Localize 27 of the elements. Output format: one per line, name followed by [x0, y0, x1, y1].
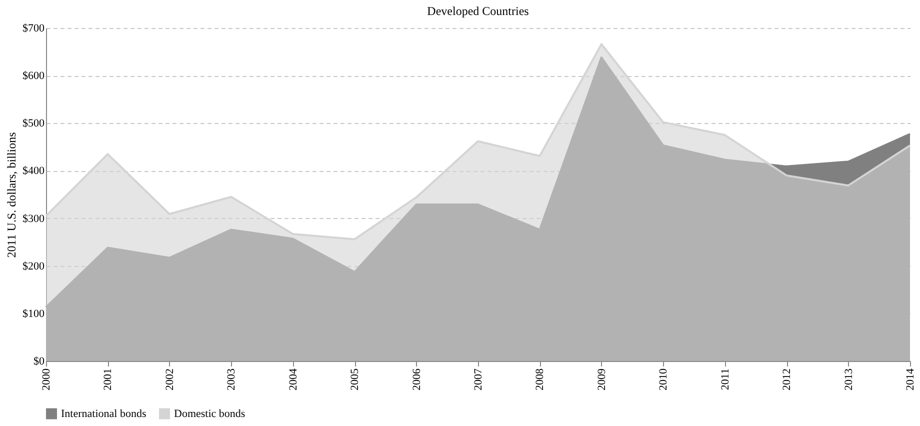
y-tick-label: $400 [22, 165, 45, 178]
y-tick-label: $300 [22, 212, 45, 225]
x-tick-label: 2001 [102, 368, 114, 390]
x-tick-label: 2003 [226, 368, 238, 390]
x-tick-label: 2004 [287, 368, 300, 390]
y-tick-label: $0 [34, 356, 45, 368]
x-tick-label: 2002 [164, 368, 176, 390]
y-tick-label: $200 [22, 260, 45, 272]
legend-label: Domestic bonds [174, 408, 246, 420]
x-tick-label: 2014 [904, 368, 916, 390]
x-tick-label: 2012 [781, 368, 794, 390]
x-tick-label: 2013 [842, 368, 855, 390]
y-tick-label: $700 [22, 22, 45, 34]
x-tick-label: 2006 [410, 368, 423, 390]
x-tick-label: 2007 [472, 368, 484, 390]
x-tick-label: 2008 [534, 368, 546, 390]
x-tick-label: 2011 [719, 368, 732, 390]
x-tick-label: 2009 [596, 368, 608, 390]
y-tick-label: $600 [22, 70, 45, 82]
x-tick-label: 2005 [349, 368, 362, 390]
y-tick-label: $500 [22, 118, 45, 130]
x-tick-label: 2010 [658, 368, 670, 390]
legend-label: International bonds [61, 408, 146, 420]
x-tick-label: 2000 [40, 368, 52, 390]
y-axis-title: 2011 U.S. dollars, billions [4, 132, 18, 258]
y-tick-label: $100 [22, 308, 45, 320]
chart-title: Developed Countries [427, 4, 530, 18]
